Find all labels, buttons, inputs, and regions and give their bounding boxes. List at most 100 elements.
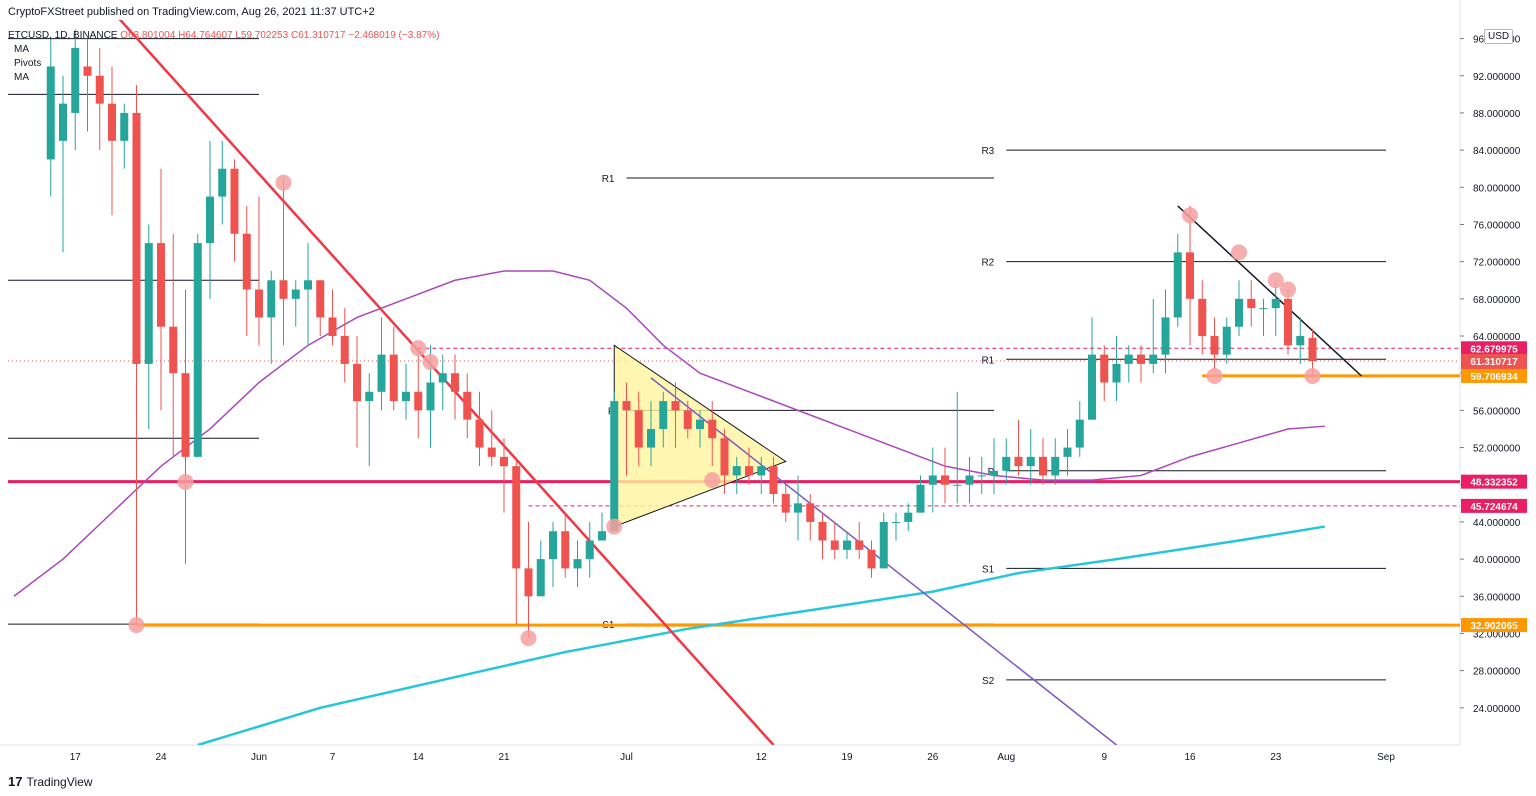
price-tag-bg (1461, 498, 1527, 513)
candle-body (1088, 354, 1096, 420)
candle (206, 140, 214, 299)
candle (1112, 336, 1121, 402)
candle-body (1247, 298, 1256, 309)
candle-body (291, 289, 300, 299)
candle-body (365, 391, 374, 402)
candle-body (965, 475, 974, 485)
pivot-marker (1280, 281, 1296, 298)
indicator-pivots[interactable]: Pivots (14, 58, 42, 69)
pivot-marker (1206, 367, 1223, 384)
candle (536, 540, 545, 597)
candle-body (1308, 337, 1317, 362)
candle-body (463, 391, 472, 420)
candle (242, 205, 251, 337)
pivot-markers (128, 174, 1321, 647)
price-tick-label: 88.000000 (1473, 109, 1521, 120)
price-tag-label: 45.724674 (1470, 502, 1518, 513)
time-tick-label: 7 (330, 752, 336, 763)
candle-body (475, 419, 484, 448)
candle-body (916, 484, 925, 513)
tradingview-brand[interactable]: 17 TradingView (8, 774, 93, 789)
pivot-label: R3 (981, 146, 994, 157)
price-tick-label: 32.000000 (1473, 629, 1521, 640)
time-tick-label: 19 (841, 752, 853, 763)
candle (769, 456, 778, 504)
candle-body (977, 475, 986, 477)
candle (573, 540, 582, 587)
horizontal-levels[interactable] (2, 347, 1460, 627)
time-axis[interactable]: 17 24 Jun 7 14 21 Jul 12 19 26 Aug 9 16 23 Sep (0, 744, 1460, 763)
candle-body (46, 66, 55, 160)
candle-body (377, 354, 386, 392)
candle-body (389, 354, 398, 402)
candle (659, 391, 668, 448)
time-tick-label: Jun (251, 752, 267, 763)
indicator-ma-2[interactable]: MA (14, 72, 29, 83)
candle-body (769, 466, 778, 495)
time-tick-label: 14 (413, 752, 425, 763)
candle (255, 196, 263, 346)
candle (977, 456, 986, 495)
candle (1149, 298, 1158, 374)
candle-body (487, 447, 496, 457)
candles[interactable] (46, 29, 1317, 639)
moving-averages (13, 270, 1325, 745)
candle-body (426, 382, 435, 411)
candle (353, 336, 361, 448)
pivot-label: S1 (982, 564, 995, 575)
candle (1235, 280, 1243, 337)
candle (953, 391, 962, 504)
price-tick-label: 36.000000 (1473, 592, 1521, 603)
time-tick-label: 16 (1184, 752, 1196, 763)
candle-body (279, 280, 288, 299)
candle-body (818, 521, 827, 541)
candle-body (1186, 252, 1194, 299)
pivot-marker (410, 340, 427, 357)
candle (990, 438, 998, 495)
time-tick-label: 24 (155, 752, 167, 763)
candle-body (830, 540, 839, 550)
time-tick-label: 17 (70, 752, 82, 763)
price-tag: 45.724674 (1461, 498, 1527, 513)
candle (120, 103, 129, 169)
candle (1259, 298, 1268, 337)
trendlines[interactable] (112, 11, 1363, 745)
symbol-legend[interactable]: ETCUSD, 1D, BINANCE O63.801004 H64.76460… (8, 30, 439, 41)
price-tag-bg (1461, 368, 1527, 383)
candle (83, 38, 92, 132)
candle-body (536, 559, 545, 597)
candle (328, 289, 337, 346)
candle (1296, 317, 1305, 364)
candle (745, 447, 753, 485)
candle (683, 401, 692, 439)
candle (622, 382, 631, 476)
time-tick-label: 26 (927, 752, 939, 763)
candle (144, 224, 153, 429)
candle-body (157, 243, 165, 327)
candle-body (108, 103, 116, 141)
candle (818, 512, 827, 560)
candle-body (573, 559, 582, 569)
candle-body (855, 540, 864, 550)
price-tag: 62.679975 (1461, 341, 1527, 356)
candle-body (1014, 456, 1023, 467)
ohlc-values: O63.801004 H64.764607 L59.702253 C61.310… (120, 30, 440, 41)
candle-body (794, 503, 802, 513)
time-tick-label: 23 (1270, 752, 1282, 763)
candle-body (1039, 456, 1047, 476)
candle-body (1198, 298, 1207, 337)
price-tick-label: 80.000000 (1473, 183, 1521, 194)
candle (732, 456, 741, 495)
price-tick-label: 64.000000 (1473, 332, 1521, 343)
currency-label[interactable]: USD (1484, 29, 1514, 44)
candle-body (353, 363, 361, 402)
indicator-ma-1[interactable]: MA (14, 44, 29, 55)
candle-body (132, 112, 141, 364)
candle (671, 382, 680, 448)
candle (291, 280, 300, 327)
price-tick-label: 52.000000 (1473, 444, 1521, 455)
candle-body (1210, 336, 1219, 355)
candle-body (610, 401, 619, 532)
candle-body (83, 66, 92, 76)
